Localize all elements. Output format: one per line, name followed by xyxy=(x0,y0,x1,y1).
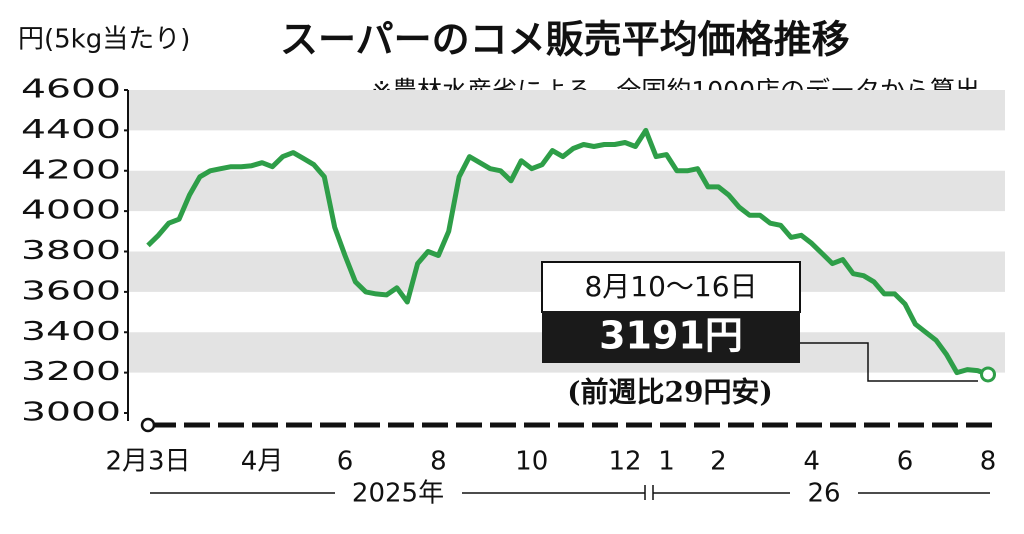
callout-value-box xyxy=(542,311,800,363)
callout-change: (前週比29円安) xyxy=(567,376,772,409)
x-tick-label: 12 xyxy=(608,447,641,477)
price-line xyxy=(146,127,989,377)
grid-band xyxy=(128,90,1005,131)
callout-period: 8月10〜16日 xyxy=(584,270,757,303)
y-tick-label: 3400 xyxy=(21,317,121,347)
x-tick-label: 4 xyxy=(803,447,820,477)
axis-start xyxy=(140,417,156,433)
y-tick-label: 4000 xyxy=(21,196,121,226)
x-tick-label: 2 xyxy=(710,447,727,477)
x-tick-label: 4月 xyxy=(241,447,284,477)
last-point xyxy=(980,366,996,383)
x-tick-label: 8 xyxy=(430,447,447,477)
y-tick-label: 3000 xyxy=(21,398,121,428)
y-tick-label: 4200 xyxy=(21,155,121,185)
x-tick-label: 6 xyxy=(897,447,914,477)
x-tick-label: 6 xyxy=(337,447,354,477)
x-tick-label: 8 xyxy=(980,447,997,477)
chart-title: スーパーのコメ販売平均価格推移 xyxy=(280,18,850,62)
callout-top xyxy=(541,261,801,313)
grid-band xyxy=(128,170,1005,212)
x-tick-label: 10 xyxy=(515,447,548,477)
callout-value: 3191円 xyxy=(599,314,743,358)
unit-label: 円(5kg当たり) xyxy=(18,25,190,55)
x-tick-label: 1 xyxy=(658,447,675,477)
year-label: 26 xyxy=(807,479,840,509)
y-tick-label: 3800 xyxy=(21,236,121,266)
y-tick-label: 3600 xyxy=(21,276,121,306)
x-tick-label: 2月3日 xyxy=(105,447,190,477)
y-tick-label: 4600 xyxy=(21,75,121,105)
callout-connector xyxy=(800,342,978,382)
y-tick-label: 4400 xyxy=(21,115,121,145)
y-tick-label: 3200 xyxy=(21,357,121,387)
year-label: 2025年 xyxy=(352,479,444,509)
